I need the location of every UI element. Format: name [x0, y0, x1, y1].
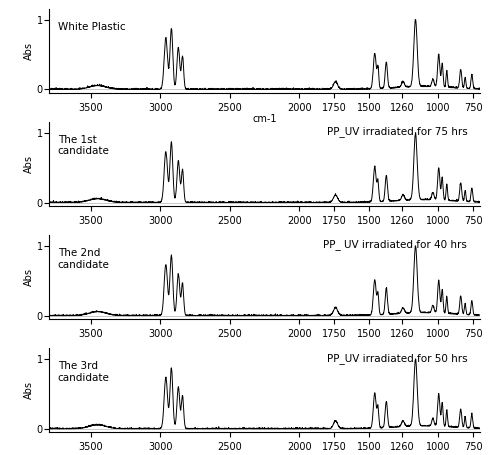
Y-axis label: Abs: Abs: [24, 42, 34, 60]
Text: The 3rd
candidate: The 3rd candidate: [58, 361, 109, 383]
Y-axis label: Abs: Abs: [24, 268, 34, 286]
Text: PP_ UV irradiated for 40 hrs: PP_ UV irradiated for 40 hrs: [323, 239, 467, 250]
Text: PP_UV irradiated for 75 hrs: PP_UV irradiated for 75 hrs: [326, 126, 467, 137]
Text: The 1st
candidate: The 1st candidate: [58, 135, 109, 157]
Text: White Plastic: White Plastic: [58, 22, 125, 32]
Y-axis label: Abs: Abs: [24, 155, 34, 173]
Y-axis label: Abs: Abs: [24, 381, 34, 399]
X-axis label: cm-1: cm-1: [252, 114, 277, 124]
Text: The 2nd
candidate: The 2nd candidate: [58, 248, 109, 269]
Text: PP_UV irradiated for 50 hrs: PP_UV irradiated for 50 hrs: [327, 353, 467, 364]
